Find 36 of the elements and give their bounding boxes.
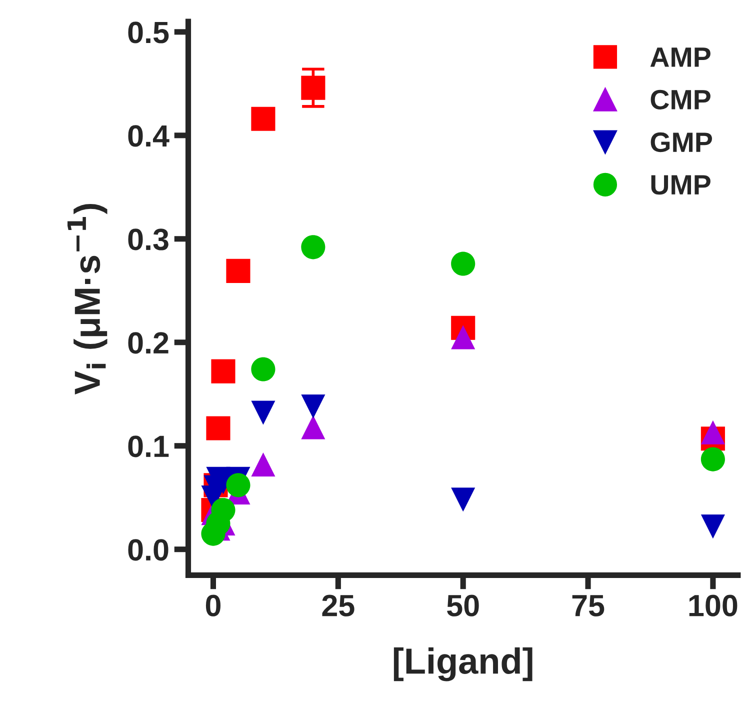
legend-label: AMP: [650, 48, 710, 67]
point: [206, 416, 230, 440]
point: [226, 473, 250, 498]
point: [451, 488, 476, 512]
point: [251, 400, 276, 425]
point: [211, 359, 236, 384]
point: [451, 252, 476, 276]
y-tick-label: 0.1: [128, 436, 169, 458]
legend-label: CMP: [650, 90, 710, 110]
point: [700, 514, 725, 539]
point: [700, 420, 725, 444]
y-tick-label: 0.5: [128, 22, 169, 44]
point: [700, 447, 725, 472]
y-tick-label: 0.2: [128, 332, 168, 354]
point: [301, 76, 326, 100]
y-tick-label: 0.3: [128, 228, 168, 250]
y-tick-label: 0.4: [128, 125, 170, 147]
x-axis-title: [Ligand]: [394, 647, 532, 682]
point: [226, 258, 250, 283]
legend-label: GMP: [650, 132, 712, 152]
x-tick-label: 100: [689, 594, 738, 616]
point: [251, 106, 276, 131]
x-tick-label: 25: [322, 594, 354, 616]
y-axis-title: V$_{i}$ (μM·s$^{−1}$): [68, 204, 108, 395]
legend-label: UMP: [651, 175, 710, 195]
x-tick-label: 75: [572, 595, 604, 616]
x-tick-label: 50: [447, 594, 479, 616]
point: [251, 452, 276, 476]
point: [301, 394, 326, 419]
point: [211, 498, 236, 522]
point: [251, 357, 276, 382]
y-tick-label: 0.0: [128, 539, 168, 561]
x-tick-label: 0: [206, 594, 220, 616]
point: [451, 325, 476, 350]
point: [301, 235, 326, 260]
point: [301, 415, 326, 440]
